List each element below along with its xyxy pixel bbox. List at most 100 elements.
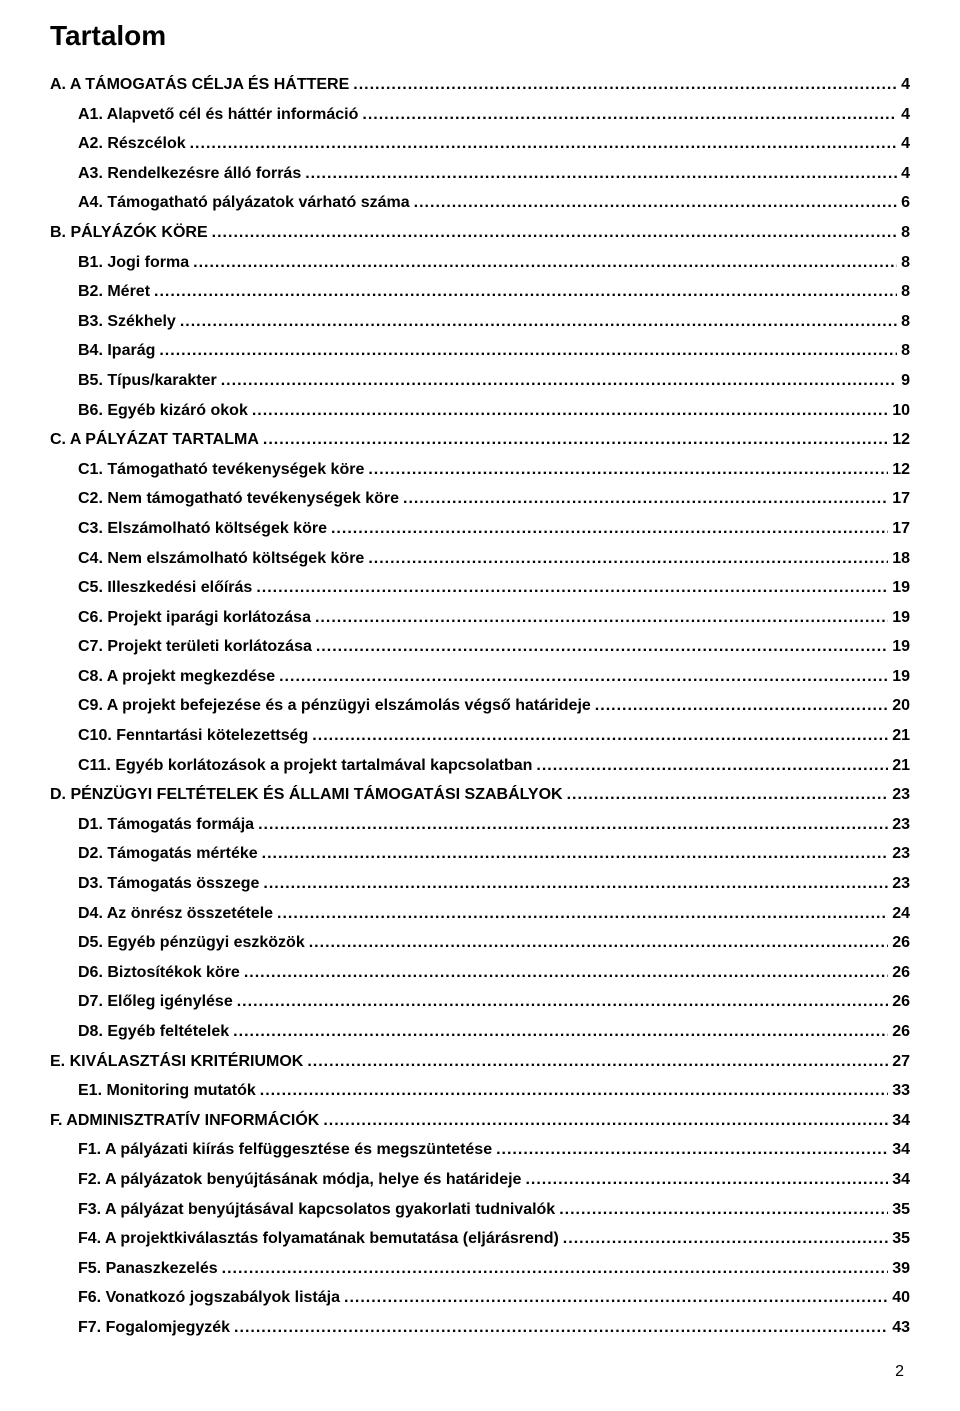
toc-entry-leader [233, 1017, 888, 1047]
toc-entry-leader [368, 455, 888, 485]
toc-entry-label: C7. Projekt területi korlátozása [78, 632, 312, 662]
toc-entry-leader [244, 958, 888, 988]
toc-entry-label: B6. Egyéb kizáró okok [78, 396, 248, 426]
toc-entry[interactable]: C7. Projekt területi korlátozása 19 [50, 632, 910, 662]
toc-entry[interactable]: C6. Projekt iparági korlátozása 19 [50, 603, 910, 633]
toc-entry-leader [258, 810, 888, 840]
toc-entry-leader [315, 603, 888, 633]
toc-entry[interactable]: F6. Vonatkozó jogszabályok listája 40 [50, 1283, 910, 1313]
toc-entry-leader [563, 1224, 888, 1254]
toc-entry[interactable]: D4. Az önrész összetétele 24 [50, 899, 910, 929]
toc-entry-leader [180, 307, 897, 337]
toc-entry-leader [331, 514, 888, 544]
toc-entry-page: 4 [901, 129, 910, 159]
toc-entry-leader [567, 780, 889, 810]
toc-entry[interactable]: F4. A projektkiválasztás folyamatának be… [50, 1224, 910, 1254]
toc-entry[interactable]: A2. Részcélok 4 [50, 129, 910, 159]
toc-entry-leader [525, 1165, 888, 1195]
toc-entry[interactable]: F2. A pályázatok benyújtásának módja, he… [50, 1165, 910, 1195]
toc-entry-leader [154, 277, 897, 307]
toc-entry-leader [362, 100, 897, 130]
toc-entry[interactable]: D2. Támogatás mértéke 23 [50, 839, 910, 869]
toc-entry[interactable]: C1. Támogatható tevékenységek köre 12 [50, 455, 910, 485]
toc-entry-leader [559, 1195, 888, 1225]
toc-entry[interactable]: C5. Illeszkedési előírás 19 [50, 573, 910, 603]
toc-entry-page: 6 [901, 188, 910, 218]
toc-entry-label: F4. A projektkiválasztás folyamatának be… [78, 1224, 559, 1254]
toc-entry[interactable]: A3. Rendelkezésre álló forrás 4 [50, 159, 910, 189]
toc-entry-label: E. KIVÁLASZTÁSI KRITÉRIUMOK [50, 1047, 303, 1077]
toc-entry[interactable]: C4. Nem elszámolható költségek köre 18 [50, 544, 910, 574]
toc-entry-page: 26 [892, 1017, 910, 1047]
toc-entry-page: 20 [892, 691, 910, 721]
toc-entry[interactable]: D5. Egyéb pénzügyi eszközök 26 [50, 928, 910, 958]
toc-entry-label: C4. Nem elszámolható költségek köre [78, 544, 364, 574]
toc-entry-label: B1. Jogi forma [78, 248, 189, 278]
toc-entry-page: 19 [892, 662, 910, 692]
toc-entry[interactable]: B3. Székhely 8 [50, 307, 910, 337]
toc-entry-label: F2. A pályázatok benyújtásának módja, he… [78, 1165, 521, 1195]
toc-entry-page: 4 [901, 159, 910, 189]
toc-entry[interactable]: C11. Egyéb korlátozások a projekt tartal… [50, 751, 910, 781]
toc-entry-leader [305, 159, 897, 189]
toc-entry-leader [353, 70, 897, 100]
toc-entry[interactable]: C9. A projekt befejezése és a pénzügyi e… [50, 691, 910, 721]
toc-entry[interactable]: C10. Fenntartási kötelezettség 21 [50, 721, 910, 751]
toc-entry-page: 19 [892, 603, 910, 633]
toc-entry-label: D5. Egyéb pénzügyi eszközök [78, 928, 305, 958]
toc-entry-page: 35 [892, 1195, 910, 1225]
toc-entry-leader [368, 544, 888, 574]
toc-entry-page: 8 [901, 248, 910, 278]
toc-entry-label: B2. Méret [78, 277, 150, 307]
toc-entry[interactable]: B2. Méret 8 [50, 277, 910, 307]
toc-entry[interactable]: D1. Támogatás formája 23 [50, 810, 910, 840]
toc-entry-page: 19 [892, 573, 910, 603]
toc-entry-label: D2. Támogatás mértéke [78, 839, 258, 869]
toc-entry-page: 23 [892, 810, 910, 840]
toc-entry-page: 27 [892, 1047, 910, 1077]
toc-entry-page: 21 [892, 751, 910, 781]
toc-entry-leader [190, 129, 897, 159]
toc-entry[interactable]: B4. Iparág 8 [50, 336, 910, 366]
toc-entry[interactable]: B. PÁLYÁZÓK KÖRE 8 [50, 218, 910, 248]
toc-entry-label: A2. Részcélok [78, 129, 186, 159]
toc-entry[interactable]: A. A TÁMOGATÁS CÉLJA ÉS HÁTTERE 4 [50, 70, 910, 100]
toc-entry[interactable]: B1. Jogi forma 8 [50, 248, 910, 278]
toc-entry[interactable]: C. A PÁLYÁZAT TARTALMA 12 [50, 425, 910, 455]
toc-entry-label: C11. Egyéb korlátozások a projekt tartal… [78, 751, 532, 781]
toc-entry[interactable]: F1. A pályázati kiírás felfüggesztése és… [50, 1135, 910, 1165]
toc-entry[interactable]: F5. Panaszkezelés 39 [50, 1254, 910, 1284]
toc-entry[interactable]: E1. Monitoring mutatók 33 [50, 1076, 910, 1106]
toc-entry-leader [312, 721, 888, 751]
toc-entry[interactable]: D6. Biztosítékok köre 26 [50, 958, 910, 988]
toc-entry-page: 24 [892, 899, 910, 929]
toc-entry[interactable]: A1. Alapvető cél és háttér információ 4 [50, 100, 910, 130]
toc-entry[interactable]: D7. Előleg igénylése 26 [50, 987, 910, 1017]
toc-entry[interactable]: D. PÉNZÜGYI FELTÉTELEK ÉS ÁLLAMI TÁMOGAT… [50, 780, 910, 810]
toc-entry-label: C9. A projekt befejezése és a pénzügyi e… [78, 691, 591, 721]
toc-entry-page: 12 [892, 425, 910, 455]
toc-entry[interactable]: B5. Típus/karakter 9 [50, 366, 910, 396]
toc-entry-page: 23 [892, 839, 910, 869]
toc-entry[interactable]: A4. Támogatható pályázatok várható száma… [50, 188, 910, 218]
toc-entry-label: F5. Panaszkezelés [78, 1254, 218, 1284]
toc-entry[interactable]: F. ADMINISZTRATÍV INFORMÁCIÓK 34 [50, 1106, 910, 1136]
toc-list: A. A TÁMOGATÁS CÉLJA ÉS HÁTTERE 4A1. Ala… [50, 70, 910, 1343]
toc-entry[interactable]: B6. Egyéb kizáró okok 10 [50, 396, 910, 426]
toc-entry[interactable]: C8. A projekt megkezdése 19 [50, 662, 910, 692]
toc-entry[interactable]: F3. A pályázat benyújtásával kapcsolatos… [50, 1195, 910, 1225]
toc-entry[interactable]: D8. Egyéb feltételek 26 [50, 1017, 910, 1047]
toc-entry-label: C2. Nem támogatható tevékenységek köre [78, 484, 399, 514]
toc-entry[interactable]: C2. Nem támogatható tevékenységek köre 1… [50, 484, 910, 514]
toc-entry-page: 21 [892, 721, 910, 751]
toc-entry-label: D4. Az önrész összetétele [78, 899, 273, 929]
toc-entry[interactable]: D3. Támogatás összege 23 [50, 869, 910, 899]
toc-entry-label: B5. Típus/karakter [78, 366, 217, 396]
toc-entry[interactable]: E. KIVÁLASZTÁSI KRITÉRIUMOK 27 [50, 1047, 910, 1077]
toc-entry-label: D. PÉNZÜGYI FELTÉTELEK ÉS ÁLLAMI TÁMOGAT… [50, 780, 563, 810]
toc-entry[interactable]: C3. Elszámolható költségek köre 17 [50, 514, 910, 544]
toc-entry[interactable]: F7. Fogalomjegyzék 43 [50, 1313, 910, 1343]
toc-entry-page: 26 [892, 958, 910, 988]
toc-entry-label: A. A TÁMOGATÁS CÉLJA ÉS HÁTTERE [50, 70, 349, 100]
toc-entry-leader [277, 899, 888, 929]
